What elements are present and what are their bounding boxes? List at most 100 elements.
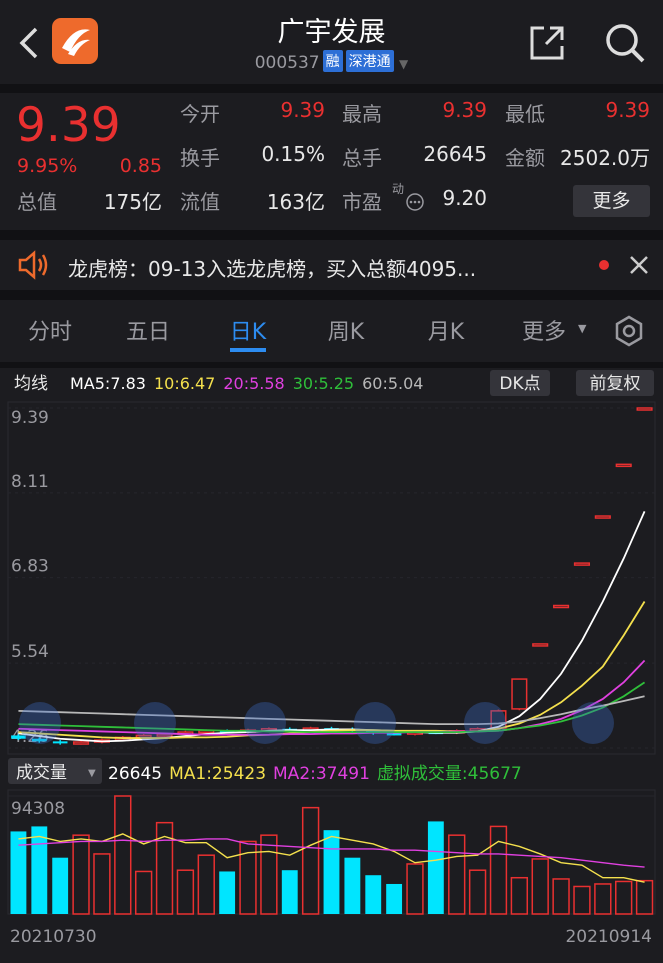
more-button[interactable]: 更多 (573, 185, 650, 217)
ma-line (18, 681, 646, 733)
pe-info-icon[interactable] (405, 192, 425, 212)
volume-bar (176, 869, 195, 915)
ma-line (18, 601, 646, 739)
tab[interactable]: 分时 (27, 320, 72, 345)
volume-bar (52, 857, 69, 914)
y-tick-label: 8.11 (11, 472, 49, 492)
candle-body (594, 515, 611, 519)
nav-bubble[interactable] (572, 702, 614, 744)
volume-bar (323, 830, 340, 914)
chart-button[interactable] (576, 370, 654, 396)
divider (0, 230, 663, 240)
ma-legend: 30:5.25 (293, 374, 354, 393)
app-logo (52, 18, 98, 64)
volume-bar (531, 858, 549, 915)
y-tick-label: 94308 (11, 799, 65, 819)
volume-bar (281, 870, 298, 914)
nav-bubble[interactable] (244, 702, 286, 744)
volume-bar (219, 871, 236, 914)
candle-body (573, 562, 591, 566)
tab[interactable]: 更多 (521, 320, 566, 345)
candle-body (386, 733, 402, 736)
stat-label: 总手 (342, 146, 382, 170)
kline-chart: 均线 MA5:7.83 10:6.47 20:5.58 30:5.25 60:5.04 DK… (7, 370, 656, 947)
stat-value: 9.39 (280, 98, 325, 122)
candle-body (532, 643, 549, 647)
volume-bar (93, 853, 111, 915)
pe-note: 动 (392, 182, 405, 196)
candle-body (511, 678, 528, 710)
stat-value: 2502.0万 (560, 146, 650, 170)
divider (0, 362, 663, 368)
volume-bar (573, 885, 591, 915)
stat-label: 换手 (180, 146, 220, 170)
nav-bubble[interactable] (464, 702, 506, 744)
volume-bar (114, 795, 132, 915)
candle-body (553, 604, 570, 609)
volume-bar (635, 879, 654, 915)
volume-selector[interactable] (8, 758, 102, 784)
ma-legend: 10:6.47 (154, 374, 215, 393)
tab[interactable]: 日K (229, 320, 267, 345)
volume-bar (427, 821, 444, 914)
close-notice[interactable] (628, 254, 650, 276)
stat-label: 市盈 (342, 190, 382, 214)
ma-legend: 20:5.58 (223, 374, 284, 393)
nav-bubble[interactable] (134, 702, 176, 744)
stat-label: 最高 (342, 102, 382, 126)
nav-bubble[interactable] (354, 702, 396, 744)
candle-body (636, 407, 653, 411)
volume-legend: 虚拟成交量:45677 (377, 764, 522, 784)
volume-bar (301, 806, 320, 915)
tab[interactable]: 五日 (125, 320, 170, 345)
tab[interactable]: 月K (427, 320, 465, 345)
stock-name: 广宇发展 (277, 17, 386, 48)
ma-line (18, 511, 646, 743)
stock-code-row: 000537 融深港通 ▼ (0, 50, 663, 73)
volume-bar (448, 834, 466, 915)
volume-bar (260, 834, 278, 915)
dropdown-arrow[interactable]: ▼ (399, 57, 409, 71)
search-button[interactable] (604, 22, 646, 64)
badge: 融 (322, 50, 343, 72)
y-tick-label: 5.54 (11, 642, 49, 662)
change: 0.85 (119, 155, 162, 177)
settings-icon[interactable] (612, 314, 646, 348)
volume-selector-label: 成交量 (16, 763, 67, 783)
stat-value: 0.15% (261, 142, 325, 166)
nav-bubble[interactable] (19, 702, 61, 744)
volume-bar (552, 878, 570, 915)
volume-bar (72, 834, 90, 915)
stat-value: 9.20 (442, 186, 487, 210)
stat-label: 总值 (17, 190, 57, 214)
dropdown-arrow[interactable]: ▼ (578, 322, 587, 335)
y-tick-label: 6.83 (11, 557, 49, 577)
volume-bar (239, 840, 257, 915)
divider (0, 84, 663, 93)
volume-bar (155, 821, 174, 915)
volume-bar (510, 876, 529, 915)
volume-bar (197, 854, 215, 915)
candle-body (219, 730, 235, 733)
chart-button[interactable] (490, 370, 550, 396)
y-tick-label: 9.39 (11, 408, 49, 428)
back-button[interactable] (14, 26, 42, 60)
volume-legend: MA1:25423 (169, 764, 266, 784)
volume-bar (615, 880, 633, 915)
change-pct: 9.95% (17, 155, 78, 177)
volume-bar (489, 825, 508, 915)
stat-label: 最低 (505, 102, 545, 126)
candle-body (11, 735, 26, 739)
notice-text[interactable]: 龙虎榜：09-13入选龙虎榜，买入总额4095... (68, 257, 477, 281)
unread-dot (599, 260, 609, 270)
date-label: 20210914 (565, 927, 652, 947)
ma-line (18, 695, 645, 726)
tab[interactable]: 周K (327, 320, 365, 345)
ma-line (18, 659, 646, 736)
share-button[interactable] (528, 24, 566, 62)
volume-bar (386, 883, 403, 914)
candle-body (52, 741, 68, 744)
volume-legend: MA2:37491 (273, 764, 370, 784)
volume-bar (468, 869, 487, 915)
